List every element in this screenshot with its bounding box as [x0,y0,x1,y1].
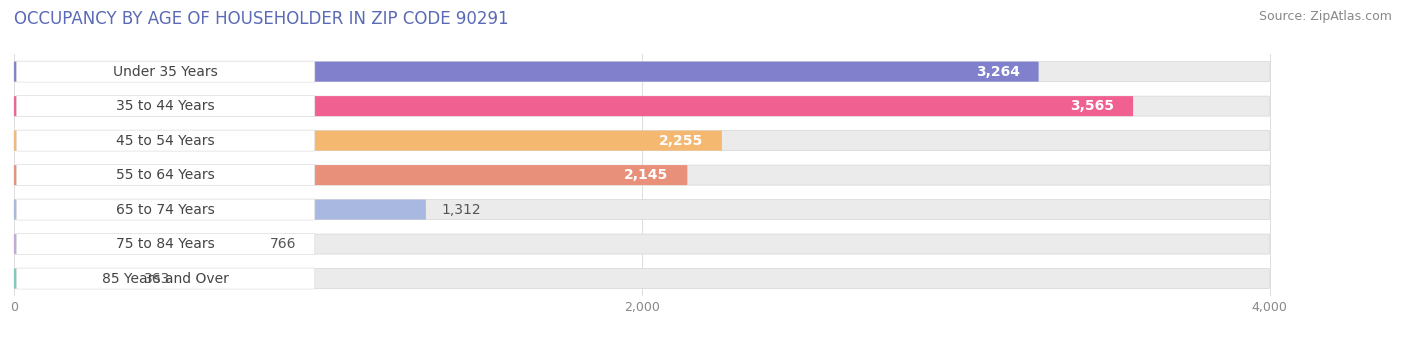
Text: 45 to 54 Years: 45 to 54 Years [117,134,215,148]
FancyBboxPatch shape [14,131,721,151]
FancyBboxPatch shape [14,165,688,185]
FancyBboxPatch shape [14,234,1270,254]
Text: 2,255: 2,255 [659,134,703,148]
FancyBboxPatch shape [14,269,128,289]
Text: 3,565: 3,565 [1070,99,1115,113]
Text: 75 to 84 Years: 75 to 84 Years [117,237,215,251]
FancyBboxPatch shape [14,62,1270,82]
Text: 3,264: 3,264 [976,65,1019,79]
FancyBboxPatch shape [17,268,315,289]
FancyBboxPatch shape [17,234,315,255]
FancyBboxPatch shape [14,165,1270,185]
FancyBboxPatch shape [14,131,1270,151]
Text: 65 to 74 Years: 65 to 74 Years [117,203,215,217]
Text: 2,145: 2,145 [624,168,668,182]
FancyBboxPatch shape [17,165,315,186]
Text: 35 to 44 Years: 35 to 44 Years [117,99,215,113]
Text: 766: 766 [270,237,297,251]
FancyBboxPatch shape [14,96,1133,116]
Text: Source: ZipAtlas.com: Source: ZipAtlas.com [1258,10,1392,23]
FancyBboxPatch shape [14,234,254,254]
FancyBboxPatch shape [17,96,315,117]
Text: 1,312: 1,312 [441,203,481,217]
Text: 55 to 64 Years: 55 to 64 Years [117,168,215,182]
Text: 85 Years and Over: 85 Years and Over [103,272,229,286]
FancyBboxPatch shape [17,130,315,151]
FancyBboxPatch shape [14,62,1039,82]
FancyBboxPatch shape [17,199,315,220]
FancyBboxPatch shape [14,200,1270,220]
Text: OCCUPANCY BY AGE OF HOUSEHOLDER IN ZIP CODE 90291: OCCUPANCY BY AGE OF HOUSEHOLDER IN ZIP C… [14,10,509,28]
Text: Under 35 Years: Under 35 Years [114,65,218,79]
FancyBboxPatch shape [17,61,315,82]
FancyBboxPatch shape [14,96,1270,116]
Text: 363: 363 [143,272,170,286]
FancyBboxPatch shape [14,200,426,220]
FancyBboxPatch shape [14,269,1270,289]
